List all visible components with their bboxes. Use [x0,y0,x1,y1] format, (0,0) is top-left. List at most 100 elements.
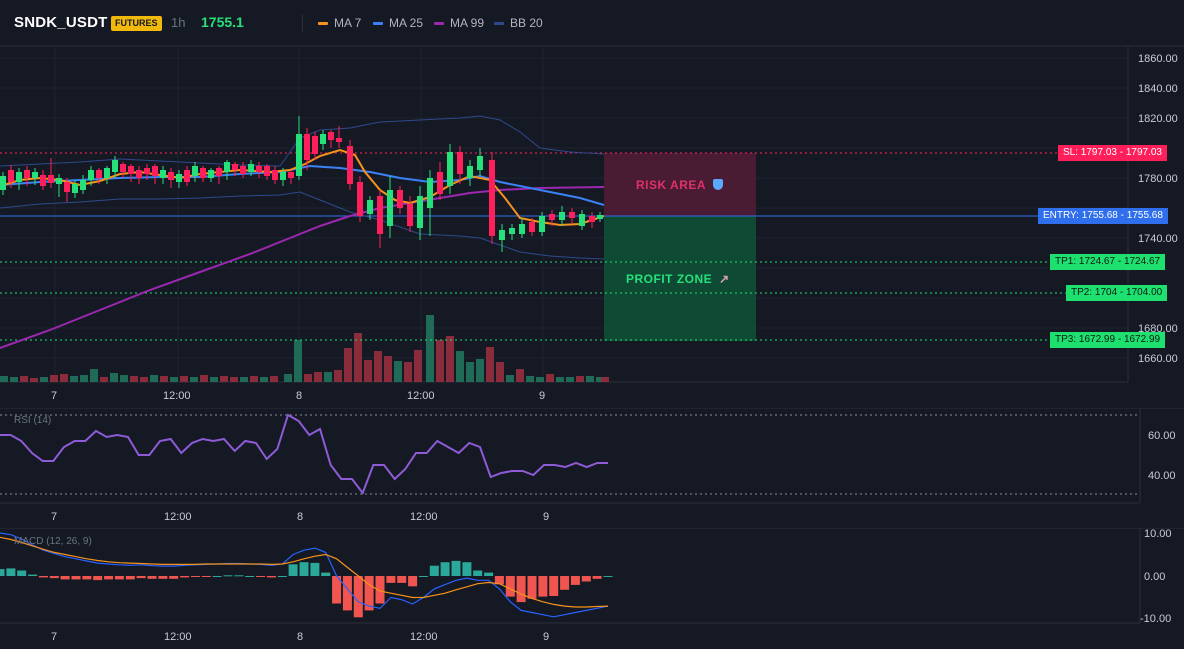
legend-swatch [434,21,444,25]
macd-histogram-bar [516,576,526,603]
macd-histogram-bar [603,576,613,577]
macd-histogram-bar [266,576,276,578]
macd-histogram-bar [234,575,244,577]
time-tick: 7 [51,511,57,523]
price-tick: 1740.00 [1138,233,1178,245]
macd-histogram-bar [527,576,537,599]
profit-zone-box[interactable] [604,216,756,341]
macd-histogram-bar [570,576,580,585]
time-tick: 8 [297,511,303,523]
price-axis[interactable]: 1860.00 1840.00 1820.00 1780.00 1740.00 … [1138,53,1178,365]
tp1-tag[interactable]: TP1: 1724.67 - 1724.67 [1050,254,1166,270]
macd-histogram-bar [549,576,559,596]
tp3-tag[interactable]: TP3: 1672.99 - 1672.99 [1050,332,1166,348]
symbol-name[interactable]: SNDK_USDT [14,14,108,31]
sl-tag[interactable]: SL: 1797.03 - 1797.03 [1058,145,1167,161]
macd-histogram-bar [245,576,255,577]
time-tick: 12:00 [163,390,191,402]
macd-histogram-bar [429,565,439,576]
legend-ma7[interactable]: MA 7 [318,16,361,30]
chart-header: SNDK_USDT FUTURES 1h 1755.1 MA 7 MA 25 M… [0,0,1184,46]
macd-histogram-bar [17,570,27,576]
macd-histogram-bar [256,576,266,577]
macd-histogram-bar [353,576,363,618]
ma99-line [0,186,605,349]
macd-histogram-bar [158,576,168,579]
time-tick: 12:00 [410,511,438,523]
macd-histogram-bar [190,576,200,577]
time-tick: 12:00 [164,511,192,523]
macd-histogram-bar [440,562,450,576]
macd-histogram-bar [223,575,233,577]
macd-histogram-bar [60,576,70,580]
macd-tick: -10.00 [1140,613,1171,625]
time-tick: 9 [539,390,545,402]
macd-histogram-bar [364,576,374,611]
macd-tick: 0.00 [1144,571,1165,583]
macd-histogram-bar [451,560,461,576]
legend-label: MA 99 [450,16,485,30]
legend-label: MA 7 [334,16,362,30]
rsi-tick: 40.00 [1148,470,1176,482]
legend-bb20[interactable]: BB 20 [494,16,543,30]
macd-histogram-bar [462,562,472,576]
macd-histogram-bar [375,576,385,604]
macd-histogram-bar [180,576,190,578]
macd-histogram-bar [505,576,515,597]
time-tick: 9 [543,631,549,643]
macd-title: MACD (12, 26, 9) [14,536,92,547]
macd-histogram-bar [408,576,418,587]
macd-line [0,532,609,618]
macd-histogram-bar [212,576,222,577]
risk-area-label: RISK AREA [636,178,724,192]
legend-ma25[interactable]: MA 25 [373,16,423,30]
macd-histogram-bar [277,576,287,577]
entry-tag[interactable]: ENTRY: 1755.68 - 1755.68 [1038,208,1168,224]
macd-histogram-bar [28,574,38,576]
macd-lines [0,532,609,618]
futures-badge: FUTURES [111,16,162,31]
macd-histogram-bar [136,576,146,579]
macd-histogram-bar [299,562,309,576]
rsi-tick: 60.00 [1148,430,1176,442]
macd-histogram [0,560,613,618]
macd-pane[interactable]: 10.00 0.00 -10.00 7 12:00 8 12:00 9 [0,528,1184,649]
header-divider [302,14,303,32]
macd-histogram-bar [418,576,428,577]
macd-histogram-bar [321,572,331,576]
signal-line [0,536,609,608]
macd-histogram-bar [342,576,352,611]
time-axis[interactable]: 7 12:00 8 12:00 9 [51,390,545,402]
legend-label: BB 20 [510,16,543,30]
macd-histogram-bar [38,576,48,578]
macd-histogram-bar [104,576,114,580]
profit-zone-label: PROFIT ZONE ↗ [626,272,730,286]
risk-area-box[interactable] [604,153,756,216]
ma25-line [0,164,605,206]
macd-histogram-bar [581,576,591,582]
time-tick: 8 [296,390,302,402]
rsi-pane[interactable]: 60.00 40.00 7 12:00 8 12:00 9 [0,408,1184,528]
macd-histogram-bar [49,576,59,579]
tp2-tag[interactable]: TP2: 1704 - 1704.00 [1066,285,1168,301]
volume-bars [0,315,609,382]
time-tick: 8 [297,631,303,643]
legend-swatch [494,21,504,25]
macd-histogram-bar [71,576,81,580]
timeframe-label[interactable]: 1h [171,15,186,30]
macd-tick: 10.00 [1144,528,1172,540]
time-tick: 12:00 [164,631,192,643]
macd-histogram-bar [6,568,16,576]
price-tick: 1860.00 [1138,53,1178,65]
bb-upper-line [0,115,605,167]
price-pane[interactable]: 1860.00 1840.00 1820.00 1780.00 1740.00 … [0,0,1184,410]
macd-histogram-bar [114,576,124,580]
rsi-line [0,413,608,496]
macd-histogram-bar [494,576,504,585]
price-tick: 1820.00 [1138,113,1178,125]
price-tick: 1780.00 [1138,173,1178,185]
legend-swatch [318,21,328,25]
macd-histogram-bar [310,562,320,576]
macd-histogram-bar [169,576,179,579]
legend-ma99[interactable]: MA 99 [434,16,484,30]
